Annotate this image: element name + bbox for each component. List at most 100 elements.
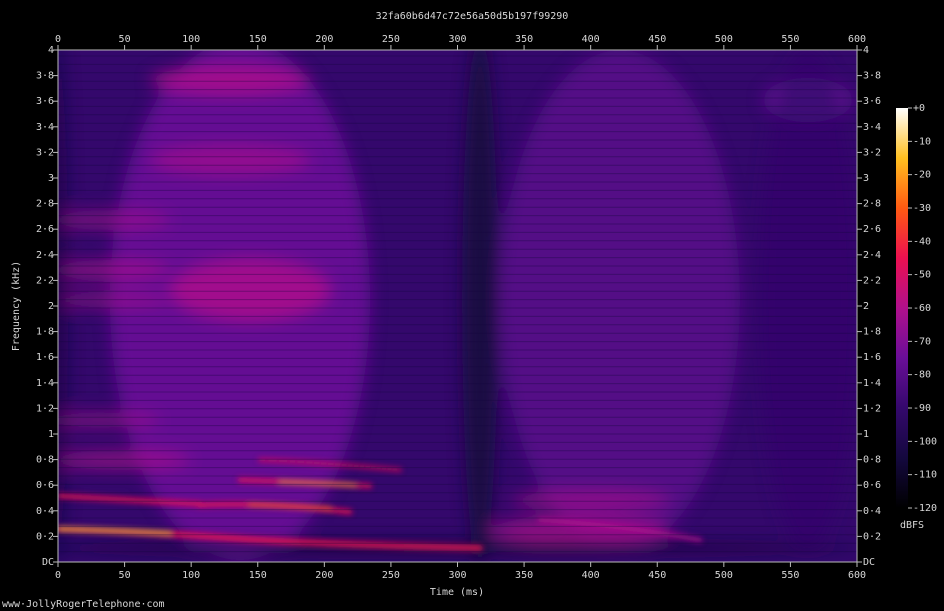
x-tick-label-top: 450 — [648, 34, 666, 45]
x-tick-label-top: 400 — [582, 34, 600, 45]
heat-blobs — [58, 50, 857, 562]
heat-blob — [150, 146, 310, 174]
colorbar-tick-label: -80 — [913, 370, 931, 381]
x-tick-label-top: 350 — [515, 34, 533, 45]
x-tick-label-top: 600 — [848, 34, 866, 45]
heat-ridge — [279, 481, 356, 486]
heat-blob — [170, 260, 330, 320]
heat-blob — [510, 490, 670, 510]
y-tick-label-right: 2·8 — [863, 199, 881, 210]
x-tick-label: 200 — [315, 570, 333, 581]
y-tick-label: 1·8 — [36, 327, 54, 338]
y-tick-label: 1·2 — [36, 403, 54, 414]
y-tick-label-right: 3 — [863, 173, 869, 184]
x-tick-label: 0 — [55, 570, 61, 581]
heat-blob — [58, 292, 170, 308]
y-tick-label-right: 1 — [863, 429, 869, 440]
x-tick-label: 250 — [382, 570, 400, 581]
heat-ridge — [537, 517, 703, 543]
heat-blob — [58, 450, 190, 470]
y-tick-label: 2 — [48, 301, 54, 312]
colorbar-tick-label: -30 — [913, 203, 931, 214]
heat-blob — [462, 50, 498, 562]
y-tick-label: 2·2 — [36, 275, 54, 286]
y-tick-label: 0·8 — [36, 455, 54, 466]
colorbar-tick-label: -60 — [913, 303, 931, 314]
y-tick-label-right: 0·2 — [863, 531, 881, 542]
y-tick-label: 2·4 — [36, 250, 54, 261]
heat-blob — [58, 210, 170, 230]
y-tick-label: 3·2 — [36, 147, 54, 158]
colorbar-tick-label: -100 — [913, 436, 937, 447]
heat-ridge — [258, 458, 402, 472]
x-tick-label: 300 — [448, 570, 466, 581]
y-tick-label-right: 3·8 — [863, 71, 881, 82]
colorbar-tick-label: -90 — [913, 403, 931, 414]
x-tick-label-top: 500 — [715, 34, 733, 45]
heat-ridge — [248, 503, 332, 510]
x-axis-label: Time (ms) — [430, 587, 484, 598]
y-axis-label: Frequency (kHz) — [11, 261, 22, 351]
y-tick-label: 1·4 — [36, 378, 54, 389]
x-tick-label-top: 200 — [315, 34, 333, 45]
colorbar-tick-label: -40 — [913, 236, 931, 247]
x-tick-label: 100 — [182, 570, 200, 581]
y-tick-label-right: 2·4 — [863, 250, 881, 261]
y-tick-label-right: DC — [863, 557, 875, 568]
x-tick-label-top: 0 — [55, 34, 61, 45]
y-tick-label-right: 0·8 — [863, 455, 881, 466]
footer: www·JollyRogerTelephone·com — [2, 599, 165, 610]
y-tick-label: 3·4 — [36, 122, 54, 133]
y-tick-label: 3·6 — [36, 96, 54, 107]
y-tick-label-right: 2·6 — [863, 224, 881, 235]
colorbar-tick-label: -120 — [913, 503, 937, 514]
colorbar-tick-label: -20 — [913, 170, 931, 181]
y-tick-label-right: 1·2 — [863, 403, 881, 414]
heat-ridge — [58, 493, 203, 507]
colorbar-tick-label: -10 — [913, 136, 931, 147]
heat-blob — [58, 50, 68, 562]
y-tick-label-right: 1·6 — [863, 352, 881, 363]
colorbar-tick-label: -110 — [913, 470, 937, 481]
y-tick-label: 0·2 — [36, 531, 54, 542]
y-tick-label-right: 3·4 — [863, 122, 881, 133]
y-tick-label: 3 — [48, 173, 54, 184]
x-tick-label: 500 — [715, 570, 733, 581]
x-tick-label: 150 — [249, 570, 267, 581]
y-tick-label-right: 4 — [863, 45, 869, 56]
heat-blob — [500, 50, 740, 550]
x-tick-label: 450 — [648, 570, 666, 581]
y-tick-label-right: 2 — [863, 301, 869, 312]
colorbar-label: dBFS — [900, 520, 924, 531]
colorbar — [896, 108, 908, 508]
y-tick-label: DC — [42, 557, 54, 568]
heat-blob — [58, 412, 160, 428]
colorbar-tick-label: -50 — [913, 270, 931, 281]
y-tick-label: 0·6 — [36, 480, 54, 491]
y-tick-label: 2·6 — [36, 224, 54, 235]
x-tick-label: 400 — [582, 570, 600, 581]
x-tick-label: 550 — [781, 570, 799, 581]
heat-blob — [150, 66, 310, 94]
y-tick-label-right: 0·4 — [863, 506, 881, 517]
x-tick-label-top: 150 — [249, 34, 267, 45]
x-tick-label-top: 550 — [781, 34, 799, 45]
y-tick-label: 1·6 — [36, 352, 54, 363]
y-tick-label-right: 1·8 — [863, 327, 881, 338]
y-tick-label-right: 0·6 — [863, 480, 881, 491]
heat-blob — [490, 516, 670, 544]
y-tick-label-right: 3·6 — [863, 96, 881, 107]
x-tick-label: 600 — [848, 570, 866, 581]
x-tick-label-top: 50 — [119, 34, 131, 45]
colorbar-tick-label: -70 — [913, 336, 931, 347]
heat-blob — [758, 50, 857, 550]
spectrogram-image — [58, 50, 857, 562]
y-tick-label: 4 — [48, 45, 54, 56]
heat-blob — [58, 260, 170, 280]
heat-ridge — [58, 527, 172, 535]
y-tick-label: 0·4 — [36, 506, 54, 517]
chart-title: 32fa60b6d47c72e56a50d5b197f99290 — [376, 11, 569, 22]
x-tick-label: 50 — [119, 570, 131, 581]
y-tick-label: 3·8 — [36, 71, 54, 82]
